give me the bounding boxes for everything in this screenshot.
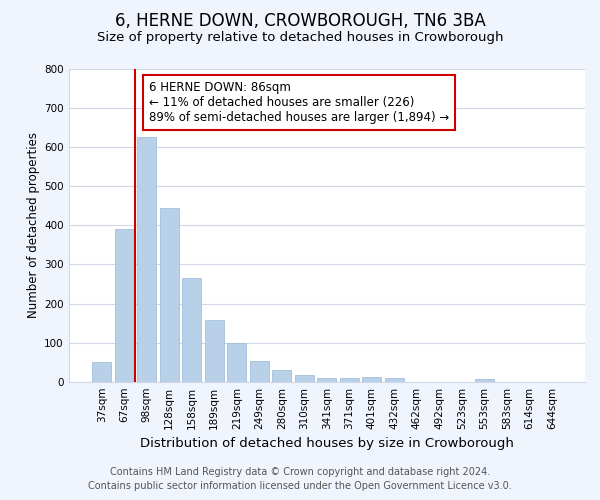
Bar <box>340 378 359 382</box>
Bar <box>385 378 404 382</box>
Bar <box>160 208 179 382</box>
Text: 6 HERNE DOWN: 86sqm
← 11% of detached houses are smaller (226)
89% of semi-detac: 6 HERNE DOWN: 86sqm ← 11% of detached ho… <box>149 80 449 124</box>
Bar <box>182 278 202 382</box>
Bar <box>205 320 224 382</box>
Text: Size of property relative to detached houses in Crowborough: Size of property relative to detached ho… <box>97 31 503 44</box>
Bar <box>250 362 269 382</box>
Y-axis label: Number of detached properties: Number of detached properties <box>27 132 40 318</box>
Bar <box>92 362 111 382</box>
Bar <box>137 138 156 382</box>
Bar <box>115 229 134 382</box>
Bar <box>475 379 494 382</box>
X-axis label: Distribution of detached houses by size in Crowborough: Distribution of detached houses by size … <box>140 437 514 450</box>
Bar <box>362 377 382 382</box>
Text: Contains HM Land Registry data © Crown copyright and database right 2024.
Contai: Contains HM Land Registry data © Crown c… <box>88 467 512 491</box>
Text: 6, HERNE DOWN, CROWBOROUGH, TN6 3BA: 6, HERNE DOWN, CROWBOROUGH, TN6 3BA <box>115 12 485 30</box>
Bar <box>227 344 247 382</box>
Bar <box>295 375 314 382</box>
Bar <box>317 378 337 382</box>
Bar <box>272 370 292 382</box>
